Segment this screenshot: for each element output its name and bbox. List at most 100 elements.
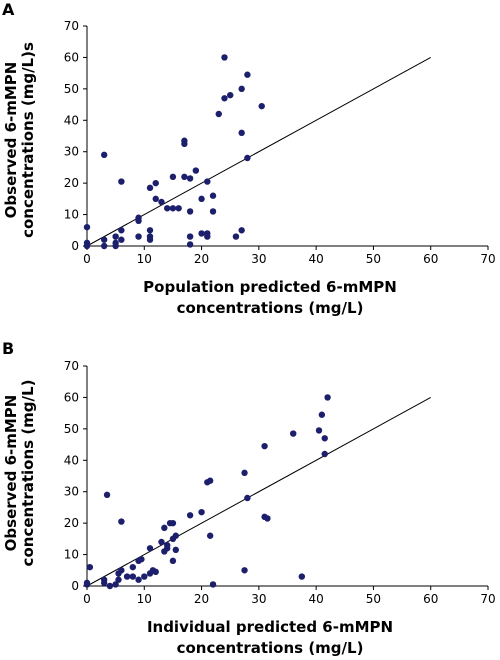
panel-a-data-point xyxy=(244,154,251,162)
panel-a-x-tick-label: 10 xyxy=(137,252,152,266)
panel-b-data-point xyxy=(100,579,108,587)
panel-a-x-tick-label: 40 xyxy=(309,252,324,266)
panel-b-data-point xyxy=(115,576,122,583)
panel-a-x-tick-label: 20 xyxy=(194,252,209,266)
panel-b-y-tick-label: 50 xyxy=(64,422,79,436)
panel-a-x-tick-label: 0 xyxy=(83,252,91,266)
panel-a-y-tick-label: 50 xyxy=(64,82,79,96)
panel-b-label: B xyxy=(2,339,14,358)
panel-a-data-point xyxy=(118,227,125,234)
panel-b-y-tick-label: 0 xyxy=(71,579,79,593)
panel-b-data-point xyxy=(290,430,297,437)
panel-b-y-axis-title-line1: Observed 6-mMPN xyxy=(2,395,20,552)
panel-b-identity-line xyxy=(86,396,431,587)
panel-a-data-point xyxy=(186,241,194,248)
panel-a-data-point xyxy=(186,175,194,182)
panel-b-data-point xyxy=(209,581,217,588)
panel-b-data-point xyxy=(152,568,159,576)
panel-b-data-point xyxy=(172,546,179,554)
panel-b-data-point xyxy=(315,427,323,434)
panel-b-data-point xyxy=(321,450,328,458)
panel-b-data-point xyxy=(318,411,326,418)
panel-b-x-tick-label: 40 xyxy=(309,592,324,606)
panel-a-data-point xyxy=(232,233,240,240)
panel-b-data-point xyxy=(135,576,142,583)
panel-a-data-point xyxy=(204,178,211,185)
panel-a-data-point xyxy=(192,167,200,174)
panel-a-data-point xyxy=(238,129,245,137)
panel-a-data-point xyxy=(100,151,108,159)
panel-b-data-point xyxy=(164,541,171,549)
panel-a-label: A xyxy=(2,0,15,19)
panel-a-data-point xyxy=(100,236,108,243)
panel-b-data-point xyxy=(321,435,328,442)
panel-a-data-point xyxy=(215,110,222,118)
panel-a-data-point xyxy=(258,102,265,110)
panel-a-plot-area: 0 10 20 30 40 50 60 70 0 10 20 30 40 50 60 70 xyxy=(64,19,496,266)
panel-b-data-point xyxy=(186,512,194,519)
panel-b-data-point xyxy=(169,519,177,527)
panel-b-data-point xyxy=(172,532,179,539)
panel-b-data-point xyxy=(129,563,137,571)
panel-a-x-tick-label: 30 xyxy=(251,252,266,266)
panel-a-data-point xyxy=(198,195,205,203)
panel-b-data-point xyxy=(298,573,306,580)
panel-a-x-tick-label: 70 xyxy=(480,252,495,266)
panel-b-data-point xyxy=(123,573,131,580)
panel-b-data-point xyxy=(264,515,271,522)
panel-b-y-tick-label: 20 xyxy=(64,516,79,530)
panel-b: B Observed 6-mMPN concentrations (mg/L) … xyxy=(2,339,496,657)
panel-b-x-tick-label: 50 xyxy=(366,592,381,606)
panel-a-data-point xyxy=(227,91,234,99)
panel-b-plot-area: 0 10 20 30 40 50 60 70 0 10 20 30 40 50 60 70 xyxy=(64,359,496,606)
panel-a-y-tick-label: 30 xyxy=(64,145,79,159)
panel-a-data-point xyxy=(238,227,245,234)
panel-a-y-tick-label: 20 xyxy=(64,176,79,190)
panel-a: A Observed 6-mMPN concentrations (mg/L)s… xyxy=(2,0,496,317)
panel-a-x-tick-label: 60 xyxy=(423,252,438,266)
panel-a-x-axis-title-line2: concentrations (mg/L) xyxy=(177,299,364,317)
panel-a-y-tick-label: 10 xyxy=(64,208,79,222)
panel-b-data-point xyxy=(138,556,145,563)
panel-a-data-point xyxy=(135,214,142,221)
panel-b-y-tick-label: 60 xyxy=(64,390,79,404)
panel-a-y-axis-title-line2: concentrations (mg/L)s xyxy=(19,42,37,238)
panel-b-data-point xyxy=(206,477,214,484)
panel-b-data-point xyxy=(83,579,91,587)
panel-a-y-tick-label: 70 xyxy=(64,19,79,33)
panel-b-x-axis-title-line2: concentrations (mg/L) xyxy=(177,639,364,657)
panel-a-data-point xyxy=(146,227,154,234)
panel-a-data-point xyxy=(152,195,159,203)
panel-b-data-point xyxy=(106,582,114,590)
panel-a-data-point xyxy=(118,178,125,185)
panel-a-data-point xyxy=(164,205,171,212)
panel-b-data-point xyxy=(206,532,214,539)
panel-b-data-point xyxy=(241,469,248,477)
panel-b-data-point xyxy=(244,494,251,502)
panel-a-y-tick-label: 60 xyxy=(64,50,79,64)
panel-b-data-point xyxy=(324,394,331,401)
panel-b-data-point xyxy=(161,524,168,532)
panel-a-y-tick-label: 40 xyxy=(64,113,79,127)
panel-b-data-point xyxy=(146,545,154,552)
panel-a-y-tick-label: 0 xyxy=(71,239,79,253)
panel-b-data-point xyxy=(118,518,125,525)
panel-a-data-point xyxy=(244,71,251,78)
panel-b-data-point xyxy=(169,557,177,565)
panel-a-data-point xyxy=(135,233,142,240)
panel-b-y-tick-label: 40 xyxy=(64,453,79,467)
panel-a-data-point xyxy=(169,205,177,212)
panel-a-identity-line xyxy=(86,56,431,247)
panel-a-data-point xyxy=(221,95,228,102)
panel-b-data-point xyxy=(86,563,94,571)
panel-b-x-tick-label: 0 xyxy=(83,592,91,606)
panel-a-data-point xyxy=(209,192,217,199)
panel-a-data-point xyxy=(152,179,159,187)
panel-a-data-point xyxy=(204,230,211,237)
panel-b-x-tick-label: 30 xyxy=(251,592,266,606)
panel-b-y-axis-title-line2: concentrations (mg/L) xyxy=(19,380,37,567)
panel-a-data-point xyxy=(83,223,91,231)
panel-a-data-point xyxy=(198,230,205,237)
panel-b-data-point xyxy=(158,538,165,546)
